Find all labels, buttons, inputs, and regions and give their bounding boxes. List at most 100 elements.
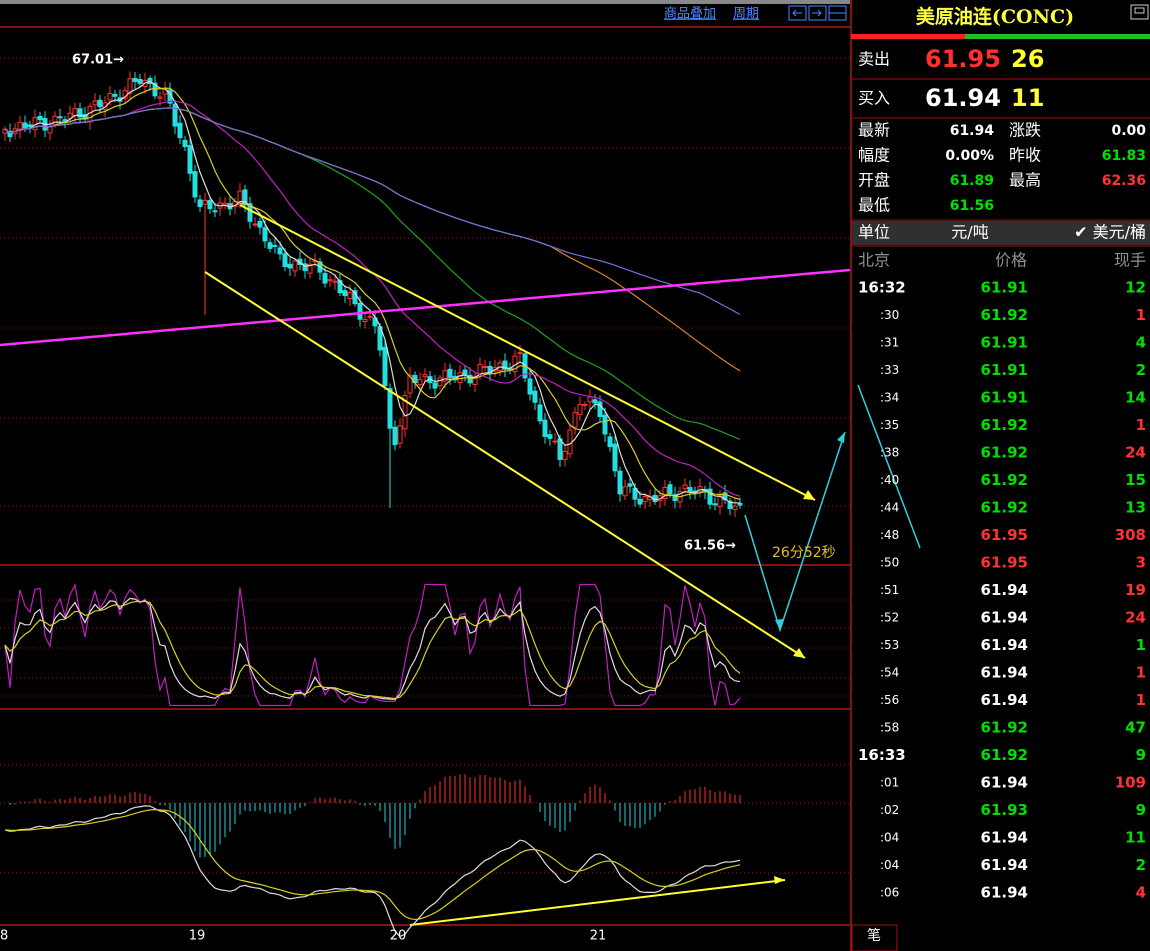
tick-header: 现手	[1114, 251, 1146, 270]
candle-body	[337, 280, 343, 294]
tick-price: 61.91	[981, 389, 1028, 407]
unit-label: 单位	[858, 223, 890, 242]
quote-panel	[851, 4, 1150, 951]
candle-body	[7, 130, 13, 138]
candle-body	[67, 112, 73, 119]
candle-body	[432, 382, 438, 389]
candle-body	[627, 483, 633, 487]
candle-body	[687, 487, 693, 492]
tick-time: :30	[880, 308, 899, 322]
candle-body	[127, 78, 133, 94]
x-axis-label: 8	[0, 929, 8, 944]
candle-body	[572, 412, 578, 428]
candle-body	[57, 116, 63, 119]
tick-time: :58	[880, 721, 899, 735]
candle-body	[267, 242, 273, 249]
candle-body	[342, 290, 348, 297]
tick-volume: 24	[1125, 444, 1146, 462]
tick-price: 61.94	[981, 664, 1028, 682]
tick-price: 61.92	[981, 499, 1028, 517]
candle-body	[382, 346, 388, 387]
candle-body	[212, 210, 218, 213]
nav-icons[interactable]	[788, 5, 847, 21]
tick-volume: 1	[1136, 416, 1146, 434]
candle-body	[137, 78, 143, 84]
candle-body	[617, 470, 623, 495]
buy-volume: 11	[1011, 84, 1044, 112]
candle-body	[547, 434, 553, 439]
tick-volume: 9	[1136, 801, 1146, 819]
chart-area: 67.01→ 61.56→ 26分52秒 8 19 20 21	[0, 53, 921, 944]
candle-body	[97, 99, 103, 108]
unit-option[interactable]: 元/吨	[951, 223, 988, 242]
stat-label: 开盘	[858, 171, 890, 190]
candle-body	[532, 390, 538, 403]
candle-body	[72, 108, 78, 116]
unit-option[interactable]: ✔ 美元/桶	[1074, 223, 1146, 242]
moving-average	[4, 87, 741, 501]
channel-line	[204, 271, 806, 659]
candle-body	[182, 139, 188, 148]
candle-body	[242, 189, 248, 206]
ask-bar	[965, 34, 1150, 39]
tab-label[interactable]: 笔	[867, 928, 881, 944]
candle-body	[197, 199, 203, 208]
tick-price: 61.91	[981, 334, 1028, 352]
stat-value: 61.83	[1102, 148, 1146, 164]
candle-body	[47, 126, 53, 134]
tab[interactable]	[851, 924, 898, 951]
tick-price: 61.92	[981, 306, 1028, 324]
tick-volume: 2	[1136, 361, 1146, 379]
candle-body	[362, 319, 368, 323]
tick-volume: 11	[1125, 829, 1146, 847]
candle-body	[672, 494, 678, 501]
arrow-head	[774, 876, 785, 884]
candle-body	[252, 223, 258, 226]
tick-volume: 109	[1115, 774, 1146, 792]
forecast-line	[857, 384, 921, 549]
candle-body	[222, 202, 228, 206]
tick-time: :33	[880, 363, 899, 377]
tick-volume: 24	[1125, 609, 1146, 627]
candle-body	[27, 124, 33, 128]
overlay-button[interactable]: 商品叠加	[664, 7, 716, 22]
candle-body	[367, 315, 373, 318]
candle-body	[642, 495, 648, 503]
candle-body	[247, 203, 253, 222]
window-icon[interactable]	[1130, 4, 1149, 20]
stat-label: 最新	[858, 121, 890, 140]
moving-average	[4, 107, 741, 316]
tick-header: 价格	[995, 251, 1027, 270]
tick-volume: 1	[1136, 664, 1146, 682]
candle-body	[387, 387, 393, 429]
candle-body	[272, 244, 278, 247]
candle-body	[442, 370, 448, 382]
candle-body	[307, 263, 313, 274]
candle-body	[152, 82, 158, 97]
candle-body	[332, 280, 338, 283]
moving-average	[4, 80, 741, 504]
tick-price: 61.95	[981, 554, 1028, 572]
candle-body	[17, 121, 23, 132]
candle-body	[132, 77, 138, 82]
buy-price: 61.94	[925, 84, 1001, 112]
candle-body	[327, 279, 333, 282]
candle-body	[322, 272, 328, 284]
candle-body	[202, 199, 208, 205]
buy-label: 买入	[858, 89, 890, 108]
quote-title: 美原油连(CONC)	[916, 5, 1074, 28]
candle-body	[552, 440, 558, 443]
candle-body	[707, 488, 713, 505]
candle-body	[157, 96, 163, 99]
candle-body	[597, 401, 603, 418]
sell-label: 卖出	[858, 50, 890, 69]
period-button[interactable]: 周期	[733, 7, 759, 22]
candle-body	[282, 253, 288, 268]
countdown: 26分52秒	[772, 545, 836, 561]
candle-body	[107, 92, 113, 101]
candle-body	[667, 484, 673, 495]
tick-volume: 9	[1136, 746, 1146, 764]
tick-volume: 15	[1125, 471, 1146, 489]
candle-body	[587, 396, 593, 403]
